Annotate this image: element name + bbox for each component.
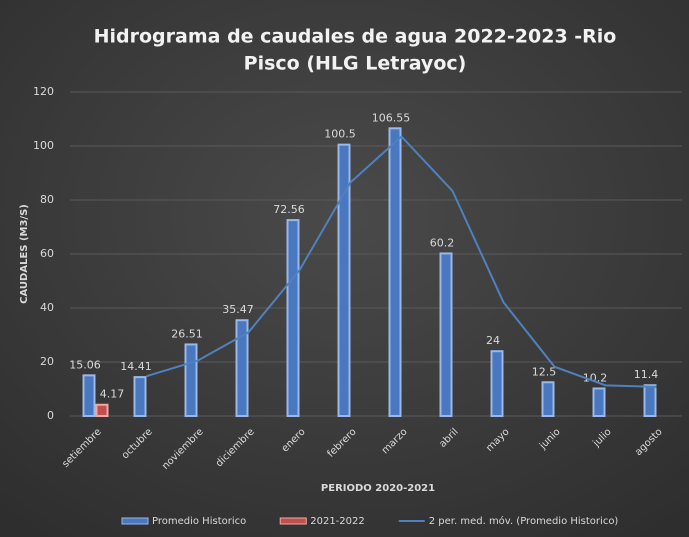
data-label: 15.06 [69, 358, 101, 371]
bar [388, 127, 402, 417]
y-tick-label: 0 [47, 409, 54, 422]
legend-swatch [279, 517, 307, 525]
moving-average-line [146, 135, 657, 388]
data-label: 35.47 [222, 303, 254, 316]
bar [643, 384, 657, 418]
bar [95, 403, 109, 417]
data-label: 100.5 [324, 128, 356, 141]
data-label: 14.41 [120, 360, 152, 373]
chart-subtitle: Pisco (HLG Letrayoc) [244, 53, 467, 75]
bar [541, 381, 555, 417]
data-label: 60.2 [430, 236, 455, 249]
data-label: 106.55 [372, 111, 411, 124]
bar [133, 376, 147, 417]
data-label: 26.51 [171, 327, 203, 340]
bar [82, 374, 96, 418]
y-tick-label: 40 [40, 301, 54, 314]
data-label: 12.5 [532, 365, 557, 378]
legend-label: 2021-2022 [310, 516, 365, 527]
bar [235, 319, 249, 417]
data-label: 4.17 [100, 388, 125, 401]
y-tick-label: 20 [40, 355, 54, 368]
legend-label: 2 per. med. móv. (Promedio Historico) [429, 515, 619, 527]
data-label: 24 [486, 334, 500, 347]
legend-swatch [121, 517, 149, 525]
bar [490, 350, 504, 418]
y-axis-label: CAUDALES (M3/S) [19, 204, 30, 304]
x-axis-label: PERIODO 2020-2021 [321, 483, 435, 494]
data-label: 10.2 [583, 371, 608, 384]
y-tick-label: 120 [33, 85, 54, 98]
y-tick-label: 80 [40, 193, 54, 206]
bar [184, 343, 198, 418]
bar [286, 219, 300, 417]
bar [592, 387, 606, 417]
legend-label: Promedio Historico [152, 516, 246, 527]
data-label: 72.56 [273, 203, 305, 216]
bar [337, 143, 351, 417]
y-tick-label: 100 [33, 139, 54, 152]
chart-title: Hidrograma de caudales de agua 2022-2023… [94, 26, 617, 48]
data-label: 11.4 [634, 368, 659, 381]
bar [439, 252, 453, 417]
y-tick-label: 60 [40, 247, 54, 260]
